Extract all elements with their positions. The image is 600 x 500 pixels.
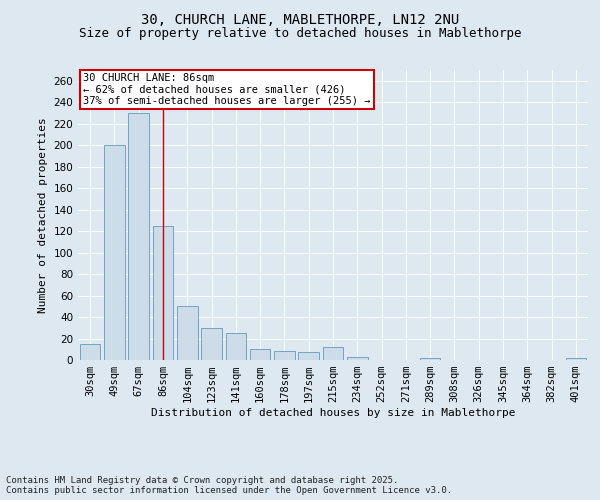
Bar <box>152 226 173 360</box>
Bar <box>128 113 149 360</box>
Bar <box>298 352 319 360</box>
Bar <box>420 358 440 360</box>
X-axis label: Distribution of detached houses by size in Mablethorpe: Distribution of detached houses by size … <box>151 408 515 418</box>
Bar <box>226 333 246 360</box>
Bar <box>566 358 586 360</box>
Text: 30 CHURCH LANE: 86sqm
← 62% of detached houses are smaller (426)
37% of semi-det: 30 CHURCH LANE: 86sqm ← 62% of detached … <box>83 73 371 106</box>
Text: 30, CHURCH LANE, MABLETHORPE, LN12 2NU: 30, CHURCH LANE, MABLETHORPE, LN12 2NU <box>141 12 459 26</box>
Text: Size of property relative to detached houses in Mablethorpe: Size of property relative to detached ho… <box>79 28 521 40</box>
Bar <box>104 145 125 360</box>
Bar <box>250 350 271 360</box>
Bar <box>177 306 197 360</box>
Text: Contains HM Land Registry data © Crown copyright and database right 2025.
Contai: Contains HM Land Registry data © Crown c… <box>6 476 452 495</box>
Bar <box>323 347 343 360</box>
Bar <box>80 344 100 360</box>
Bar <box>274 352 295 360</box>
Bar <box>201 328 222 360</box>
Bar <box>347 357 368 360</box>
Y-axis label: Number of detached properties: Number of detached properties <box>38 117 48 313</box>
